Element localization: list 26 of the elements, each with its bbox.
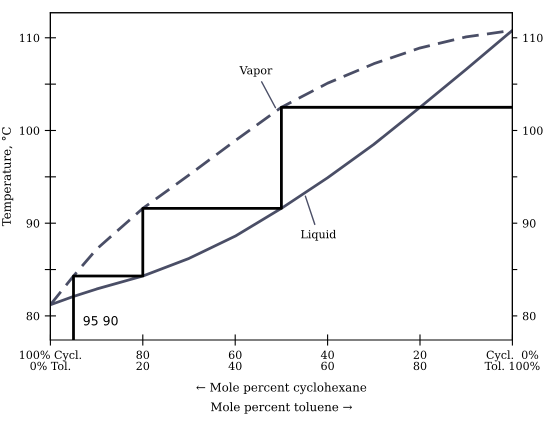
annotation: Vapor [239, 66, 272, 77]
x2-tick-label: 40 [228, 362, 242, 370]
x2-axis-title: Mole percent toluene → [210, 402, 352, 414]
x-tick-label: 100% Cycl. [20, 350, 82, 362]
x2-tick-label: 20 [136, 362, 150, 370]
annotation: Liquid [301, 230, 336, 241]
y2-tick-label: 100 [523, 126, 543, 135]
y-tick-label: 80 [26, 312, 40, 320]
x-tick-label: 40 [320, 350, 334, 360]
y2-tick-label: 90 [522, 219, 536, 228]
x-tick-label: 60 [228, 350, 242, 360]
y2-tick-label: 80 [522, 312, 536, 320]
x-tick-label: 20 [414, 350, 426, 360]
x2-tick-label: 0% Tol. [30, 362, 70, 370]
x2-tick-label: 80 [414, 362, 426, 370]
y2-tick-label: 110 [523, 34, 543, 42]
y-tick-label: 100 [20, 126, 40, 135]
y-tick-label: 110 [20, 34, 40, 42]
x2-tick-label: Tol. 100% [484, 362, 540, 370]
x2-tick-label: 60 [321, 362, 334, 370]
x-tick-label: 80 [136, 350, 150, 360]
y-axis-title: Temperature, °C [2, 127, 14, 226]
x-axis-title: ← Mole percent cyclohexane [196, 382, 366, 394]
annotation: 95 90 [84, 316, 118, 326]
x-tick-label: Cycl. 0% [486, 350, 538, 362]
y-tick-label: 90 [26, 219, 40, 228]
